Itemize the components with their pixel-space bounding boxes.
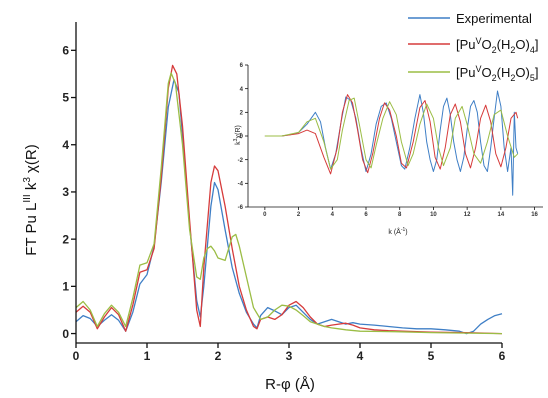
inset-x-tick-label: 2: [297, 212, 301, 218]
inset-y-axis-title: k3χ(R): [233, 125, 242, 145]
inset-y-tick-label: 6: [240, 63, 244, 69]
main-y-tick-label: 1: [62, 280, 69, 294]
inset-y-tick-label: 0: [240, 134, 244, 140]
main-y-tick-label: 4: [62, 138, 69, 152]
inset-y-tick-label: 4: [240, 87, 244, 93]
inset-x-tick-label: 14: [498, 212, 505, 218]
inset-y-tick-label: -2: [238, 158, 244, 164]
main-x-tick-label: 0: [73, 349, 80, 363]
inset-x-tick-label: 10: [430, 212, 437, 218]
main-y-tick-label: 5: [62, 91, 69, 105]
inset-x-tick-label: 8: [398, 212, 402, 218]
inset-x-tick-label: 12: [464, 212, 471, 218]
legend-item-experimental: Experimental: [408, 11, 532, 26]
main-y-tick-label: 0: [62, 327, 69, 341]
legend-item-pu-h2o-4: [PuVO2(H2O)4]: [408, 36, 539, 55]
inset-y-tick-label: -4: [238, 181, 244, 187]
main-x-tick-label: 3: [286, 349, 293, 363]
main-series-pu-h2o-5-line: [75, 72, 503, 335]
main-y-axis-title: FT Pu LIII k3 χ(R): [22, 144, 40, 256]
inset-series-lines: [264, 90, 519, 196]
main-series-lines: [75, 64, 503, 335]
inset-y-tick-label: -6: [238, 205, 244, 211]
inset-x-tick-label: 16: [531, 212, 538, 218]
main-x-tick-label: 4: [357, 349, 364, 363]
main-series-pu-h2o-4-line: [75, 64, 503, 335]
inset-series-pu-h2o-4-line: [264, 94, 519, 175]
inset-x-tick-label: 0: [263, 212, 267, 218]
main-x-axis-title: R-φ (Å): [265, 376, 315, 393]
inset-x-axis-title: k (Å-1): [388, 227, 407, 236]
main-x-tick-label: 1: [144, 349, 151, 363]
main-y-tick-label: 6: [62, 44, 69, 58]
main-y-tick-label: 2: [62, 232, 69, 246]
inset-series-experimental-line: [264, 90, 519, 196]
inset-x-tick-label: 6: [364, 212, 368, 218]
legend-label-pu-h2o-4: [PuVO2(H2O)4]: [456, 36, 539, 55]
legend-item-pu-h2o-5: [PuVO2(H2O)5]: [408, 64, 539, 83]
inset-x-tick-label: 4: [331, 212, 335, 218]
main-series-experimental-line: [75, 78, 503, 335]
main-x-tick-label: 5: [428, 349, 435, 363]
legend-label-pu-h2o-5: [PuVO2(H2O)5]: [456, 64, 539, 83]
main-x-tick-label: 6: [499, 349, 506, 363]
inset-series-pu-h2o-5-line: [264, 97, 519, 170]
legend: Experimental [PuVO2(H2O)4] [PuVO2(H2O)5]: [408, 11, 539, 83]
legend-label-experimental: Experimental: [456, 11, 532, 26]
inset-plot: 0 2 4 6 8 10 12 14 16 -6 -4 -2 0 2 4 6 k (Å-1) k3χ(R): [233, 63, 543, 236]
main-x-tick-label: 2: [215, 349, 222, 363]
main-y-tick-label: 3: [62, 185, 69, 199]
inset-y-tick-label: 2: [240, 110, 244, 116]
inset-axes: 0 2 4 6 8 10 12 14 16 -6 -4 -2 0 2 4 6: [238, 63, 543, 218]
